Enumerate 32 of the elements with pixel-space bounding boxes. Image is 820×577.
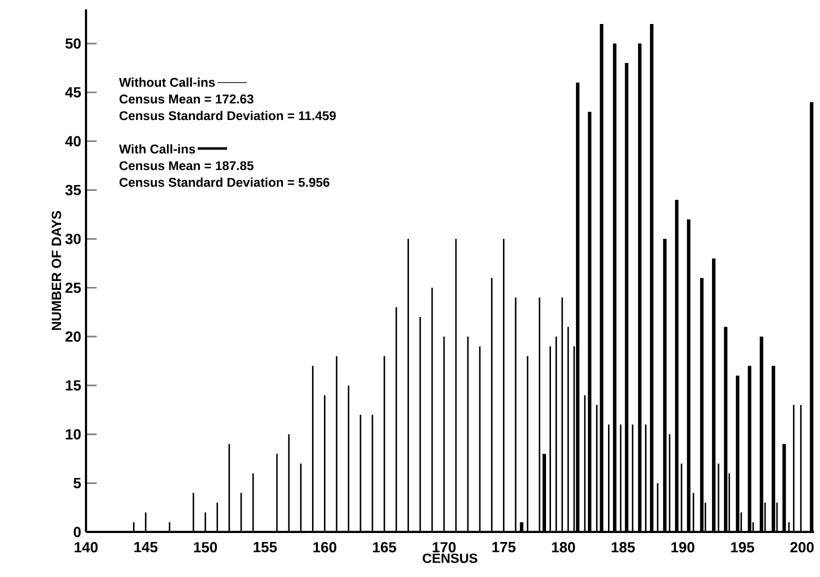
x-tick-label: 185 bbox=[612, 542, 635, 552]
x-tick-label: 195 bbox=[731, 542, 754, 552]
y-tick-label: 30 bbox=[65, 234, 81, 244]
annotation: Census Standard Deviation = 5.956 bbox=[120, 178, 330, 187]
y-tick-label: 5 bbox=[74, 478, 81, 488]
x-tick-label: 140 bbox=[74, 542, 98, 552]
x-tick-label: 145 bbox=[134, 542, 158, 552]
y-tick-label: 40 bbox=[65, 136, 81, 146]
x-tick-label: 200 bbox=[790, 542, 814, 552]
y-tick-label: 35 bbox=[65, 184, 81, 196]
annotation: Census Standard Deviation = 11.459 bbox=[120, 110, 336, 120]
x-tick-label: 160 bbox=[313, 542, 336, 552]
x-tick-label: 190 bbox=[671, 542, 694, 552]
x-tick-label: 165 bbox=[373, 542, 396, 552]
y-axis-title: NUMBER OF DAYS bbox=[52, 211, 62, 330]
x-tick-label: 155 bbox=[254, 542, 277, 552]
y-tick-label: 15 bbox=[66, 380, 81, 391]
y-tick-label: 50 bbox=[65, 38, 81, 49]
annotation: Census Mean = 172.63 bbox=[120, 94, 254, 104]
y-tick-label: 20 bbox=[65, 331, 81, 342]
legend-label: With Call-ins bbox=[119, 144, 196, 154]
legend-label: Without Call-ins bbox=[119, 78, 215, 87]
x-tick-label: 180 bbox=[552, 542, 576, 552]
y-tick-label: 25 bbox=[65, 282, 81, 293]
x-axis-title: CENSUS bbox=[422, 554, 478, 564]
y-tick-label: 45 bbox=[65, 87, 81, 98]
y-tick-label: 0 bbox=[74, 526, 81, 538]
y-tick-label: 10 bbox=[66, 429, 81, 440]
x-tick-label: 170 bbox=[432, 542, 456, 552]
annotation: Census Mean = 187.85 bbox=[120, 161, 254, 170]
x-tick-label: 150 bbox=[194, 542, 217, 552]
x-tick-label: 175 bbox=[492, 542, 516, 552]
